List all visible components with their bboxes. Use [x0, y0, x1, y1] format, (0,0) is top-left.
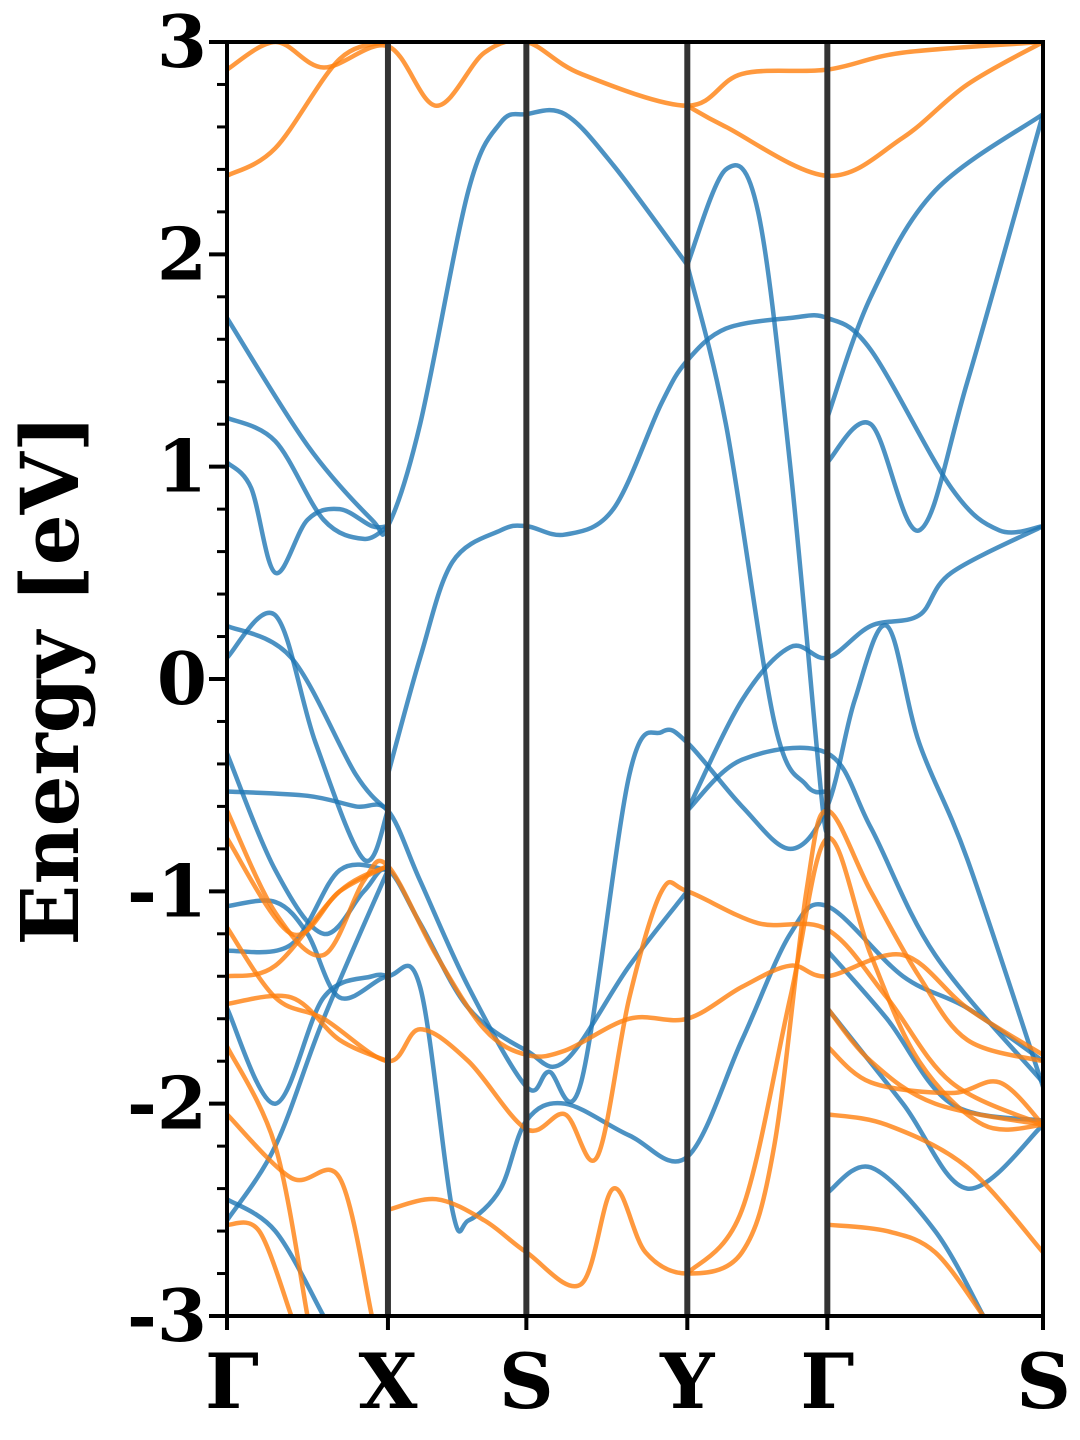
k-point-label: X — [358, 1337, 417, 1426]
y-axis-ticks: -3 -2 -1 0 1 2 3 — [127, 0, 227, 1358]
k-point-label: Γ — [800, 1337, 854, 1426]
spin-up-band-11 — [227, 867, 391, 1223]
spin-down-band-37 — [825, 1112, 1043, 1255]
y-axis-label: Energy [eV] — [3, 414, 97, 945]
spin-down-band-36 — [825, 1044, 1043, 1128]
spin-up-band-2 — [227, 460, 391, 576]
k-point-label: S — [1016, 1337, 1071, 1426]
spin-down-band-24 — [685, 42, 1043, 179]
spin-up-band-16 — [685, 745, 1043, 1085]
spin-up-band-5 — [227, 623, 391, 813]
y-tick-label: -1 — [127, 848, 207, 933]
spin-down-band-27 — [227, 879, 1043, 1163]
spin-up-band-21 — [825, 1164, 986, 1316]
y-tick-label: 1 — [157, 424, 207, 509]
spin-down-band-33 — [385, 808, 1043, 1289]
spin-up-band-6 — [227, 751, 690, 1070]
spin-down-band-29 — [227, 993, 391, 1064]
y-tick-label: 0 — [157, 636, 207, 721]
spin-up-band-12 — [227, 1196, 326, 1316]
spin-down-band-31 — [227, 1112, 375, 1316]
spin-up-band-14 — [685, 262, 830, 795]
spin-down-band-38 — [825, 1222, 986, 1316]
spin-up-band-0 — [227, 107, 690, 537]
spin-up-band-15 — [685, 523, 1043, 813]
spin-down-band-32 — [227, 1220, 294, 1316]
spin-down-band-28 — [227, 863, 391, 979]
spin-up-band-10 — [227, 972, 391, 1106]
k-point-label: Y — [659, 1337, 715, 1426]
y-tick-label: 3 — [157, 0, 207, 84]
spin-up-band-4 — [227, 610, 391, 864]
y-tick-label: -2 — [127, 1061, 207, 1146]
band-lines — [227, 42, 1043, 1316]
spin-down-band-30 — [227, 1044, 310, 1316]
spin-up-band-9 — [227, 862, 391, 955]
y-tick-label: 2 — [157, 211, 207, 296]
k-point-label: Γ — [205, 1337, 259, 1426]
spin-down-band-34 — [685, 836, 1043, 1276]
high-symmetry-lines — [384, 42, 831, 1316]
spin-up-band-17 — [825, 111, 1043, 421]
spin-up-band-7 — [227, 623, 1043, 1104]
spin-up-band-13 — [685, 163, 830, 834]
spin-up-band-3 — [385, 312, 1043, 777]
spin-down-band-25 — [227, 808, 1043, 1059]
y-tick-label: -3 — [127, 1273, 207, 1358]
k-point-label: S — [499, 1337, 554, 1426]
spin-up-band-1 — [227, 415, 391, 542]
spin-up-band-18 — [825, 111, 1043, 533]
plot-frame — [225, 40, 1045, 1318]
spin-down-band-23 — [227, 42, 391, 179]
